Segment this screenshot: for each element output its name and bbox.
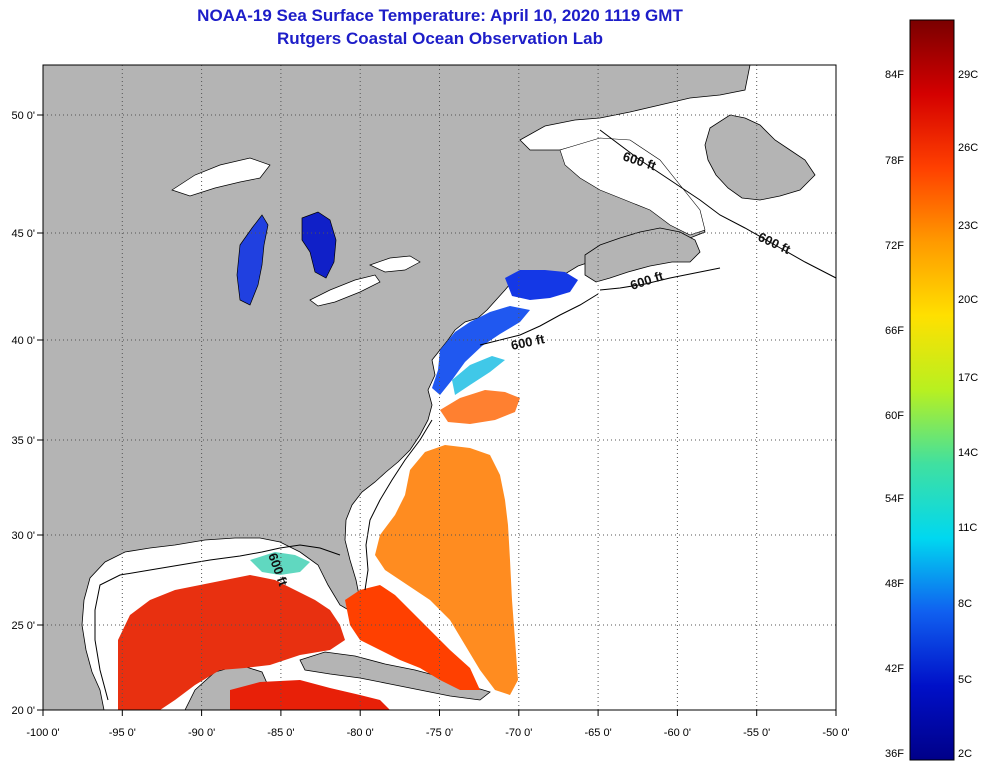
colorbar-fahrenheit-label: 72F (885, 240, 904, 252)
lat-tick-label: 20 0' (11, 705, 35, 717)
lake-erie (309, 274, 381, 307)
lon-tick-label: -85 0' (267, 727, 294, 739)
colorbar-celsius-label: 5C (958, 674, 972, 686)
lon-tick-label: -70 0' (505, 727, 532, 739)
lat-lon-grid (43, 65, 836, 710)
lake-huron (301, 211, 337, 279)
map-title: NOAA-19 Sea Surface Temperature: April 1… (197, 6, 683, 25)
colorbar-celsius-label: 2C (958, 748, 972, 760)
lon-tick-label: -60 0' (664, 727, 691, 739)
colorbar-fahrenheit-label: 54F (885, 493, 904, 505)
lat-tick-label: 50 0' (11, 110, 35, 122)
lat-tick-label: 35 0' (11, 435, 35, 447)
colorbar-celsius-label: 11C (958, 522, 977, 534)
lat-tick-label: 25 0' (11, 620, 35, 632)
map-axes: -100 0' -95 0' -90 0' -85 0' -80 0' -75 0' -70… (11, 110, 849, 739)
colorbar-celsius-label: 8C (958, 598, 972, 610)
lon-tick-label: -75 0' (426, 727, 453, 739)
lon-tick-label: -55 0' (743, 727, 770, 739)
colorbar-fahrenheit-label: 66F (885, 325, 904, 337)
land-nova-scotia (584, 227, 701, 283)
sst-gulf-of-maine (505, 270, 578, 300)
colorbar-labels: 84F 78F 72F 66F 60F 54F 48F 42F 36F 29C 26C 23C 20C 1… (885, 69, 978, 760)
land-cuba (299, 651, 491, 701)
colorbar-fahrenheit-label: 60F (885, 410, 904, 422)
lon-tick-label: -65 0' (585, 727, 612, 739)
sst-mid-atlantic-shelf (432, 306, 530, 395)
colorbar-fahrenheit-label: 84F (885, 69, 904, 81)
colorbar-celsius-label: 23C (958, 220, 978, 232)
lake-michigan (236, 214, 269, 306)
sst-caribbean (230, 680, 390, 710)
colorbar-celsius-label: 26C (958, 142, 978, 154)
contour-label-mid-atlantic: 600 ft (510, 331, 547, 353)
colorbar-fahrenheit-label: 48F (885, 578, 904, 590)
colorbar (909, 19, 955, 761)
colorbar-celsius-label: 14C (958, 447, 978, 459)
lat-tick-label: 45 0' (11, 228, 35, 240)
colorbar-fahrenheit-label: 42F (885, 663, 904, 675)
land-newfoundland (704, 114, 816, 201)
colorbar-fahrenheit-label: 78F (885, 155, 904, 167)
colorbar-fahrenheit-label: 36F (885, 748, 904, 760)
lon-tick-label: -50 0' (822, 727, 849, 739)
lon-tick-label: -90 0' (188, 727, 215, 739)
lat-tick-label: 40 0' (11, 335, 35, 347)
sst-florida-straits (345, 585, 480, 690)
lon-tick-label: -80 0' (347, 727, 374, 739)
gulf-st-lawrence (559, 137, 706, 236)
sst-gulf-stream-edge (440, 390, 520, 424)
sst-south-atlantic-bight (375, 445, 518, 695)
lake-superior (171, 157, 271, 197)
lat-tick-label: 30 0' (11, 530, 35, 542)
sst-shelf-break-cyan (452, 356, 505, 395)
colorbar-celsius-label: 17C (958, 372, 978, 384)
map-subtitle: Rutgers Coastal Ocean Observation Lab (277, 29, 603, 48)
sst-gulf-coast-cool (250, 552, 310, 575)
lake-ontario (369, 255, 421, 273)
colorbar-celsius-label: 29C (958, 69, 978, 81)
depth-contour-600ft (94, 129, 836, 701)
sst-gulf-of-mexico (118, 575, 345, 710)
lon-tick-label: -95 0' (109, 727, 136, 739)
lon-tick-label: -100 0' (26, 727, 59, 739)
colorbar-celsius-label: 20C (958, 294, 978, 306)
